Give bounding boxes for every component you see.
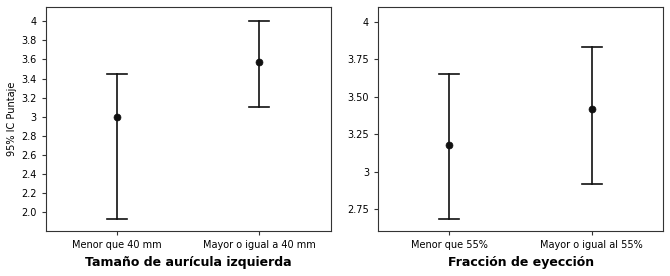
Y-axis label: 95% IC Puntaje: 95% IC Puntaje — [7, 82, 17, 156]
X-axis label: Tamaño de aurícula izquierda: Tamaño de aurícula izquierda — [85, 256, 291, 269]
X-axis label: Fracción de eyección: Fracción de eyección — [448, 256, 594, 269]
